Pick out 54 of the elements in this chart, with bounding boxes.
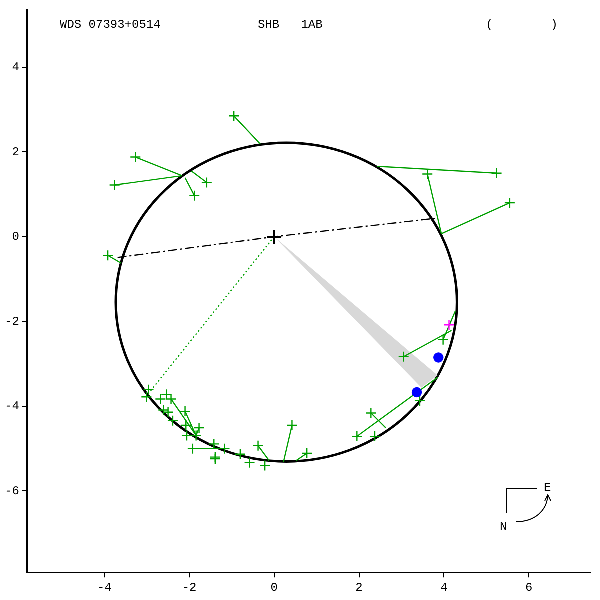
point	[491, 168, 502, 179]
annotation: ( )	[486, 18, 558, 32]
point	[208, 438, 220, 450]
y-tick-label: 4	[12, 60, 20, 75]
text: WDS 07393+0514	[60, 18, 161, 32]
annotation: E	[544, 481, 552, 495]
point	[412, 387, 422, 398]
point	[444, 319, 455, 331]
point	[181, 430, 193, 442]
point	[180, 406, 191, 418]
x-tick-label: -2	[182, 580, 197, 595]
point	[259, 460, 271, 472]
point	[180, 420, 192, 432]
point	[109, 180, 120, 191]
point	[190, 430, 202, 442]
point	[234, 448, 246, 460]
point	[252, 440, 264, 452]
x-tick-label: 0	[270, 580, 278, 595]
point	[194, 422, 205, 434]
point	[352, 430, 363, 442]
x-tick-label: 4	[440, 580, 448, 595]
point	[414, 395, 426, 407]
point	[266, 228, 282, 245]
y-tick-label: -6	[4, 484, 20, 498]
point	[422, 168, 434, 180]
x-tick-label: 6	[525, 580, 533, 595]
text: SHB 1AB	[258, 18, 323, 32]
point	[366, 408, 377, 419]
point	[438, 334, 449, 346]
point	[189, 190, 200, 202]
point	[141, 392, 152, 403]
point	[398, 351, 410, 362]
point	[301, 448, 313, 460]
y-tick-label: 0	[12, 230, 20, 244]
y-tick-label: -2	[4, 314, 20, 329]
point	[369, 430, 381, 442]
point	[504, 197, 516, 209]
point	[130, 152, 142, 163]
point	[244, 457, 256, 468]
point	[102, 250, 114, 262]
point	[155, 394, 166, 405]
x-tick-label: -4	[97, 580, 112, 595]
point	[167, 415, 179, 426]
annotation: N	[500, 520, 508, 534]
x-tick-label: 2	[356, 580, 363, 595]
point	[143, 384, 154, 396]
y-tick-label: 2	[12, 145, 20, 160]
point	[228, 110, 240, 122]
y-tick-label: -4	[4, 400, 20, 414]
point	[201, 177, 213, 188]
point	[187, 443, 199, 454]
point	[286, 420, 298, 432]
point	[219, 443, 230, 454]
point	[434, 352, 444, 363]
